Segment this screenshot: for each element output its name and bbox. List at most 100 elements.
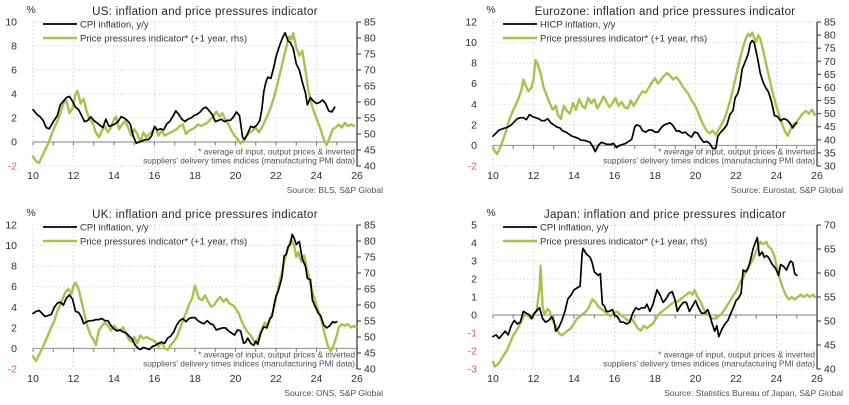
right-axis-tick-label: 45: [364, 145, 376, 157]
footnote-line-1: * average of input, output prices & inve…: [658, 147, 815, 157]
footnote-line-2: suppliers' delivery times indices (manuf…: [603, 156, 815, 166]
footnote-line-1: * average of input, output prices & inve…: [198, 350, 355, 360]
x-axis-tick-label: 10: [487, 170, 499, 182]
x-axis-tick-label: 22: [270, 373, 282, 385]
left-axis-tick-label: 6: [471, 78, 477, 90]
x-axis-tick-label: 20: [230, 373, 242, 385]
right-axis-tick-label: 65: [364, 81, 376, 93]
x-axis-tick-label: 14: [108, 170, 120, 182]
right-axis-tick-label: 70: [364, 268, 376, 280]
right-axis-tick-label: 65: [364, 284, 376, 296]
x-axis-tick-label: 18: [649, 373, 661, 385]
chart-panel-uk: 85 80 75 70 65 60 55 50 45 40 12 10 8 6 4 2 0 -2 10 12 14 16 1…: [0, 203, 424, 405]
chart-title: UK: inflation and price pressures indica…: [92, 209, 318, 221]
chart-title: Japan: inflation and price pressures ind…: [544, 209, 786, 221]
right-axis-tick-label: 60: [364, 300, 376, 312]
left-axis-tick-label: 1: [471, 292, 477, 304]
left-axis-tick-label: 4: [11, 89, 17, 101]
right-axis-tick-label: 85: [824, 17, 836, 29]
right-axis-tick-label: 70: [824, 220, 836, 232]
left-axis-tick-label: 2: [471, 274, 477, 286]
axis-unit-label: %: [26, 4, 35, 16]
axis-unit-label: %: [486, 207, 495, 219]
right-axis-tick-label: 60: [364, 97, 376, 109]
x-axis-tick-label: 10: [27, 170, 39, 182]
right-axis-tick-label: 60: [824, 268, 836, 280]
left-axis-tick-label: 12: [465, 17, 477, 29]
right-axis-tick-label: 65: [824, 244, 836, 256]
x-axis-tick-label: 14: [568, 170, 580, 182]
x-axis-tick-label: 24: [771, 170, 783, 182]
left-axis-tick-label: 10: [5, 240, 17, 252]
chart-title: US: inflation and price pressures indica…: [92, 6, 318, 18]
right-axis-tick-label: 65: [824, 69, 836, 81]
price-pressures-line: [491, 240, 817, 368]
chart-panel-eurozone: 85 80 75 70 65 60 55 50 45 40 35 30 12 10 8 6 4 2 0 -2 10 12 1…: [425, 0, 849, 202]
x-axis-tick-label: 20: [690, 373, 702, 385]
left-axis-tick-label: 4: [11, 302, 17, 314]
right-axis-tick-label: 40: [824, 364, 836, 376]
left-axis-tick-label: -2: [8, 161, 17, 173]
x-axis-tick-label: 24: [311, 170, 323, 182]
right-axis-tick-label: 75: [824, 43, 836, 55]
legend-label-ppi: Price pressures indicator* (+1 year, rhs…: [540, 237, 707, 248]
left-axis-tick-label: 10: [465, 37, 477, 49]
x-axis-tick-label: 12: [528, 373, 540, 385]
left-axis-tick-label: -1: [468, 328, 477, 340]
left-axis-tick-label: 0: [471, 140, 477, 152]
right-axis-tick-label: 55: [364, 113, 376, 125]
left-axis-tick-label: 5: [471, 220, 477, 232]
left-axis-tick-label: 2: [471, 119, 477, 131]
right-axis-tick-label: 85: [364, 220, 376, 232]
left-axis-tick-label: 0: [11, 343, 17, 355]
x-axis-tick-label: 26: [351, 170, 363, 182]
footnote-line-2: suppliers' delivery times indices (manuf…: [603, 359, 815, 369]
legend-label-ppi: Price pressures indicator* (+1 year, rhs…: [80, 34, 247, 45]
left-axis-tick-label: 12: [5, 220, 17, 232]
left-axis-tick-label: 6: [11, 281, 17, 293]
axis-unit-label: %: [26, 207, 35, 219]
left-axis-tick-label: 8: [471, 58, 477, 70]
right-axis-tick-label: 40: [824, 134, 836, 146]
right-axis-tick-label: 50: [364, 129, 376, 141]
left-axis-tick-label: 4: [471, 238, 477, 250]
right-axis-tick-label: 40: [364, 161, 376, 173]
right-axis-tick-label: 80: [824, 30, 836, 42]
left-axis-tick-label: 3: [471, 256, 477, 268]
left-axis-tick-label: 8: [11, 41, 17, 53]
right-axis-tick-label: 35: [824, 147, 836, 159]
price-pressures-line: [31, 32, 356, 165]
x-axis-tick-label: 16: [609, 373, 621, 385]
x-axis-tick-label: 26: [811, 373, 823, 385]
left-axis-tick-label: 6: [11, 65, 17, 77]
right-axis-tick-label: 45: [364, 348, 376, 360]
x-axis-tick-label: 12: [528, 170, 540, 182]
x-axis-tick-label: 12: [68, 170, 80, 182]
right-axis-tick-label: 50: [824, 108, 836, 120]
left-axis-tick-label: 8: [11, 261, 17, 273]
x-axis-tick-label: 24: [311, 373, 323, 385]
right-axis-tick-label: 75: [364, 252, 376, 264]
x-axis-tick-label: 14: [108, 373, 120, 385]
footnote-line-2: suppliers' delivery times indices (manuf…: [143, 156, 355, 166]
left-axis-tick-label: 0: [471, 310, 477, 322]
x-axis-tick-label: 12: [68, 373, 80, 385]
right-axis-tick-label: 75: [364, 49, 376, 61]
right-axis-tick-label: 45: [824, 340, 836, 352]
right-axis-tick-label: 50: [824, 316, 836, 328]
chart-panel-us: 85 80 75 70 65 60 55 50 45 40 10 8 6 4 2 0 -2 10 12 14 16 18 2…: [0, 0, 424, 202]
x-axis-tick-label: 22: [730, 373, 742, 385]
x-axis-tick-label: 26: [351, 373, 363, 385]
right-axis-tick-label: 60: [824, 82, 836, 94]
right-axis-tick-label: 40: [364, 364, 376, 376]
right-axis-tick-label: 55: [824, 95, 836, 107]
x-axis-tick-label: 18: [189, 170, 201, 182]
cpi-inflation-line: [492, 236, 798, 340]
right-axis-tick-label: 80: [364, 33, 376, 45]
cpi-inflation-line: [492, 39, 798, 153]
right-axis-tick-label: 70: [824, 56, 836, 68]
right-axis-tick-label: 50: [364, 332, 376, 344]
